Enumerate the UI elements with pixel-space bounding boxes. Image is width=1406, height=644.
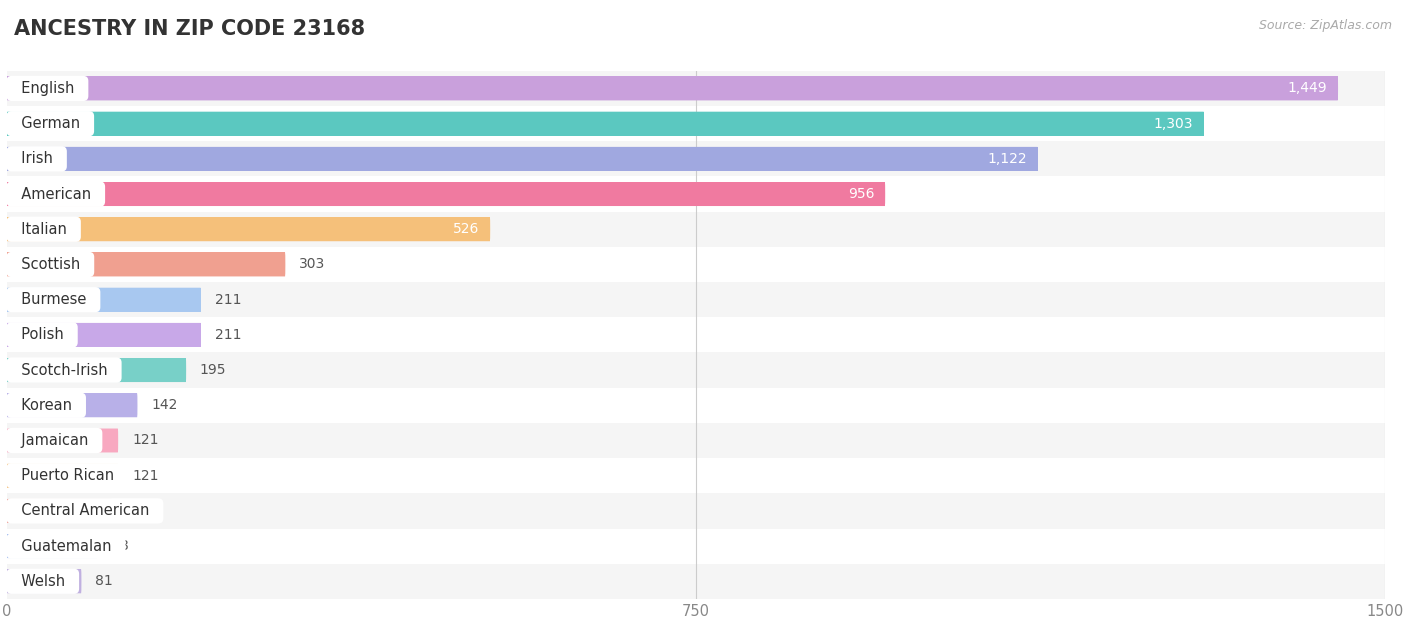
Text: 1,449: 1,449 [1288,81,1327,95]
Text: Jamaican: Jamaican [11,433,97,448]
Bar [7,106,1385,141]
Text: 956: 956 [848,187,875,201]
FancyBboxPatch shape [7,252,285,276]
Text: Puerto Rican: Puerto Rican [11,468,122,483]
Bar [7,77,1339,100]
Text: Scottish: Scottish [11,257,89,272]
FancyBboxPatch shape [7,358,186,382]
Bar [7,352,1385,388]
Bar [7,111,1204,136]
Bar [7,569,82,593]
Text: Guatemalan: Guatemalan [11,538,121,554]
Bar [7,393,138,417]
Bar [7,499,111,523]
Text: Irish: Irish [11,151,62,166]
Bar [7,464,118,488]
Text: American: American [11,187,100,202]
Bar [7,247,1385,282]
Bar [7,423,1385,458]
Text: Polish: Polish [11,327,73,343]
Bar [7,323,201,347]
FancyBboxPatch shape [7,77,1339,100]
Bar [7,217,491,242]
Bar [7,282,1385,317]
Text: English: English [11,81,83,96]
Bar [7,499,111,523]
FancyBboxPatch shape [7,147,1038,171]
FancyBboxPatch shape [7,323,201,347]
Bar [7,569,82,593]
Text: German: German [11,116,89,131]
Bar [7,428,118,453]
Bar [7,323,201,347]
Text: 121: 121 [132,433,159,448]
Bar [7,388,1385,423]
Bar [7,71,1385,106]
Text: 1,122: 1,122 [987,152,1026,166]
Bar [7,358,186,382]
FancyBboxPatch shape [7,217,491,242]
Bar [7,217,491,242]
Bar [7,288,201,312]
FancyBboxPatch shape [7,182,886,206]
Bar [7,534,97,558]
Text: Scotch-Irish: Scotch-Irish [11,363,117,377]
Bar [7,147,1038,171]
Bar [7,182,886,206]
Text: 121: 121 [132,469,159,483]
FancyBboxPatch shape [7,428,118,453]
Bar [7,534,97,558]
Bar [7,464,118,488]
Bar [7,252,285,276]
Bar [7,428,118,453]
Text: Italian: Italian [11,222,76,237]
Bar [7,288,201,312]
Text: 81: 81 [96,574,112,589]
Bar [7,458,1385,493]
Bar [7,564,1385,599]
Text: 211: 211 [215,292,242,307]
Text: Central American: Central American [11,504,159,518]
Text: 526: 526 [453,222,479,236]
Text: 1,303: 1,303 [1153,117,1192,131]
Text: ANCESTRY IN ZIP CODE 23168: ANCESTRY IN ZIP CODE 23168 [14,19,366,39]
Text: 98: 98 [111,539,128,553]
Bar [7,393,138,417]
Text: Source: ZipAtlas.com: Source: ZipAtlas.com [1258,19,1392,32]
Bar [7,141,1385,176]
Bar [7,358,186,382]
Text: 303: 303 [299,258,325,272]
Bar [7,493,1385,529]
FancyBboxPatch shape [7,288,201,312]
Bar [7,176,1385,212]
FancyBboxPatch shape [7,111,1204,136]
Bar [7,317,1385,352]
FancyBboxPatch shape [7,464,118,488]
FancyBboxPatch shape [7,499,111,523]
Bar [7,111,1204,136]
Bar [7,252,285,276]
FancyBboxPatch shape [7,393,138,417]
Text: 114: 114 [125,504,152,518]
Text: 142: 142 [152,398,177,412]
Text: 195: 195 [200,363,226,377]
Bar [7,182,886,206]
FancyBboxPatch shape [7,569,82,593]
Bar [7,529,1385,564]
Text: Burmese: Burmese [11,292,96,307]
Text: Welsh: Welsh [11,574,75,589]
Bar [7,147,1038,171]
FancyBboxPatch shape [7,534,97,558]
Text: 211: 211 [215,328,242,342]
Text: Korean: Korean [11,398,82,413]
Bar [7,77,1339,100]
Bar [7,212,1385,247]
